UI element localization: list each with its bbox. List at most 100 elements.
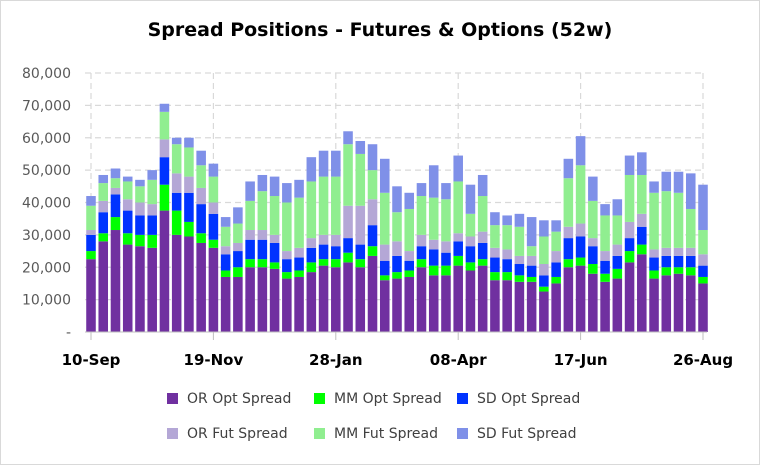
bar-segment [343,238,353,253]
bar-segment [539,264,549,276]
bar-segment [98,241,109,332]
y-tick-label: 70,000 [22,98,71,114]
bar-segment [563,259,574,268]
bar-segment [379,280,390,332]
bar-segment [257,191,268,231]
bar-segment [135,179,145,187]
bar-segment [490,212,500,226]
bar-segment [269,268,280,332]
bar-segment [649,257,659,271]
bar-segment [563,238,574,260]
bar-segment [490,225,500,248]
bar-segment [86,259,96,332]
bar-segment [600,260,610,274]
bar-segment [514,213,525,227]
bar-segment [416,196,427,235]
bar-segment [110,194,121,218]
bar-segment [257,174,268,192]
bar-segment [404,251,415,261]
bar-segment [477,231,488,243]
bar-segment [575,265,586,332]
bar-segment [184,192,194,222]
bar-segment [526,217,537,247]
bar-segment [282,278,292,332]
bar-segment [135,246,145,332]
bar-segment [637,226,647,245]
bar-segment [233,207,243,224]
bar-segment [367,255,378,332]
bar-segment [318,259,329,266]
bar-segment [318,265,329,332]
x-tick-label: 28-Jan [309,351,362,369]
bar-segment [637,152,647,175]
bar-segment [110,217,121,231]
bar-segment [698,254,708,266]
bar-segment [514,281,525,332]
bar-segment [220,254,231,271]
bar-segment [685,247,696,256]
legend-swatch [167,428,178,439]
legend-swatch [457,393,468,404]
bar-segment [282,251,292,260]
bar-segment [343,262,353,332]
bar-segment [331,267,341,332]
bar-segment [551,231,561,252]
bar-segment [551,276,561,284]
bar-segment [294,276,304,332]
bar-segment [526,255,537,266]
y-tick-label: 40,000 [22,196,71,212]
bar-segment [477,174,488,197]
bar-segment [306,238,317,248]
bar-segment [514,264,525,276]
bar-segment [379,275,390,281]
bar-segment [685,255,696,268]
bar-segment [453,233,463,242]
x-tick-label: 10-Sep [62,351,121,369]
bar-segment [428,249,439,266]
bar-segment [416,246,427,260]
bar-segment [698,230,708,255]
bar-segment [98,183,109,201]
bar-segment [477,259,488,266]
bar-segment [367,170,378,200]
bar-segment [331,176,341,235]
bar-segment [612,255,623,269]
bar-segment [159,184,170,211]
bar-segment [98,174,109,184]
bars [86,103,708,332]
bar-segment [698,276,708,284]
bar-segment [379,244,390,261]
bar-segment [306,247,317,263]
bar-segment [269,176,280,197]
y-tick-label: 10,000 [22,293,71,309]
bar-segment [453,241,463,256]
bar-segment [404,192,415,209]
bar-segment [588,264,598,274]
y-tick-label: 30,000 [22,228,71,244]
bar-segment [428,165,439,198]
bar-segment [416,267,427,332]
bar-segment [526,281,537,332]
bar-segment [220,226,231,247]
bar-segment [465,262,476,271]
bar-segment [331,150,341,177]
bar-segment [318,150,329,177]
bar-segment [575,236,586,258]
bar-segment [355,267,366,332]
bar-segment [171,192,182,211]
bar-segment [171,234,182,332]
bar-segment [294,179,304,198]
bar-segment [637,244,647,255]
bar-segment [135,186,145,203]
bar-segment [551,262,561,277]
bar-segment [245,200,255,231]
bar-segment [196,165,206,188]
bar-segment [220,217,231,227]
bar-segment [563,226,574,239]
y-tick-label: 50,000 [22,163,71,179]
bar-segment [379,192,390,245]
bar-segment [196,233,206,243]
bar-segment [539,286,549,292]
bar-segment [306,157,317,182]
bar-segment [343,205,353,239]
